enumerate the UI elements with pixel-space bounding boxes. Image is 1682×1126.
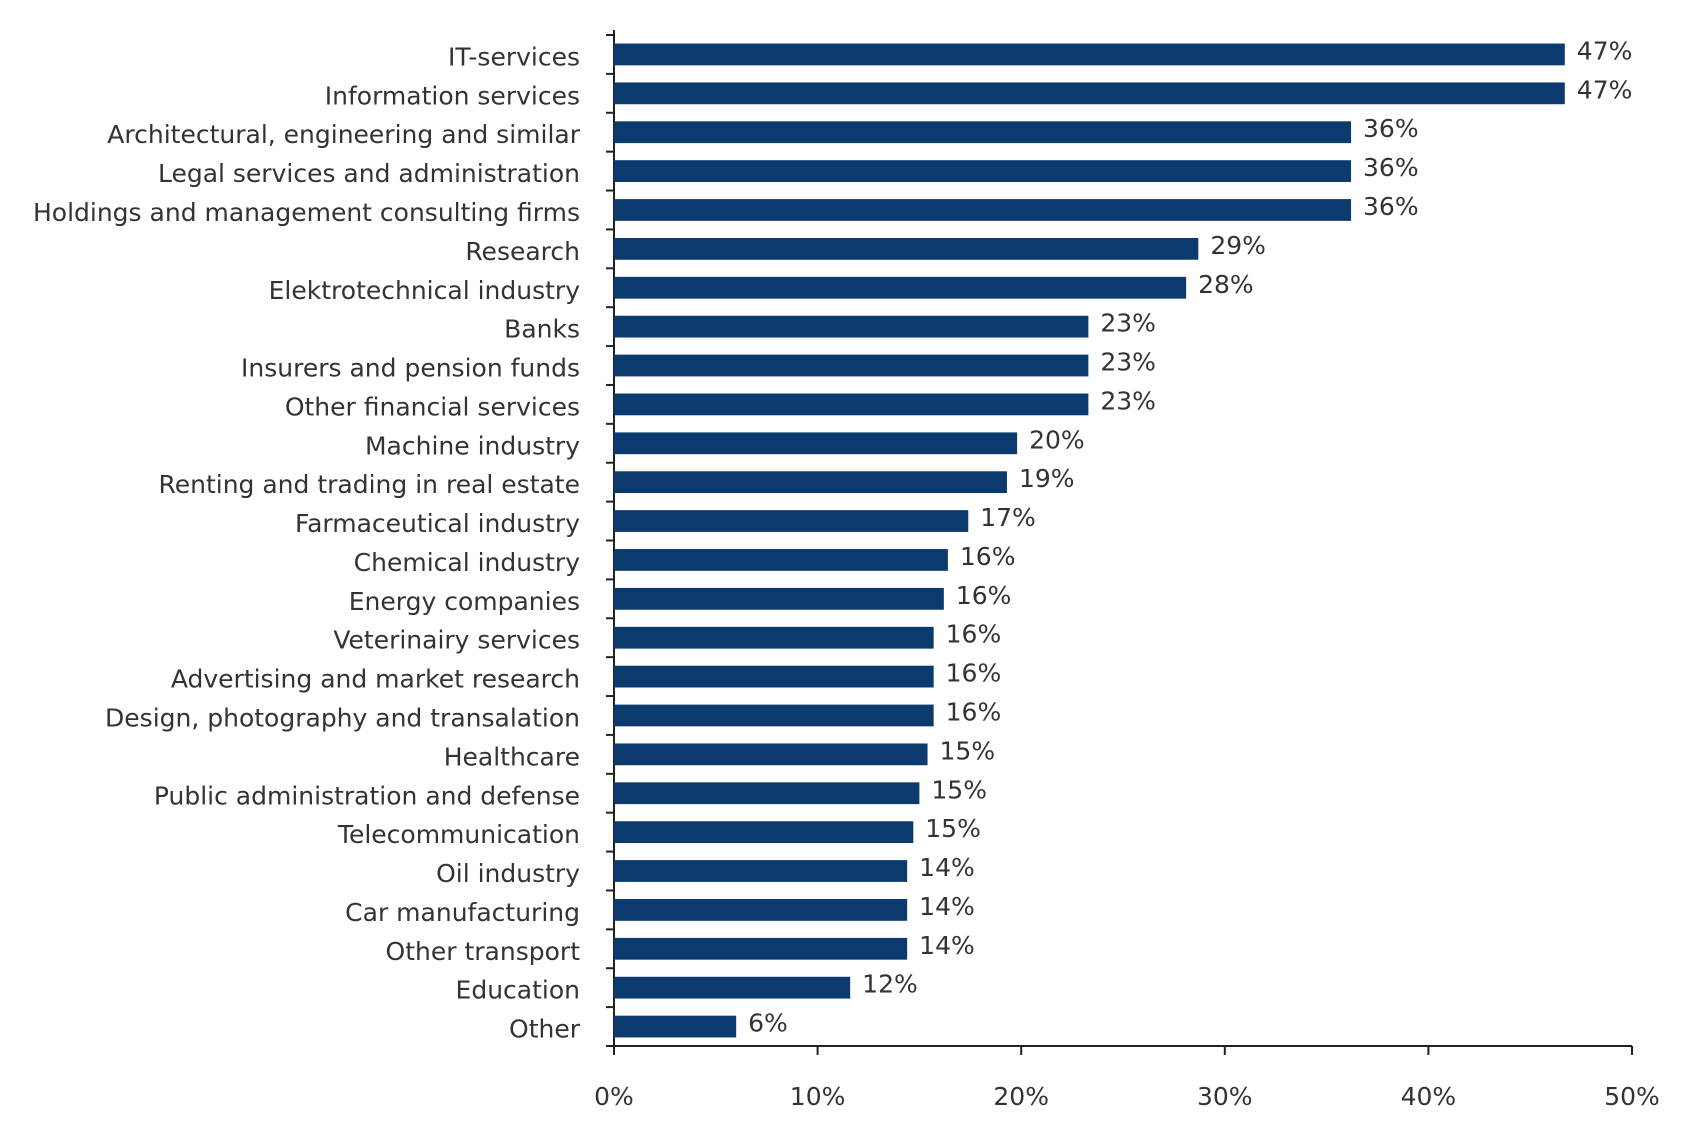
y-tick-label: Research (465, 237, 580, 266)
x-tick-label: 30% (1197, 1082, 1253, 1111)
bar (614, 393, 1089, 416)
bar (614, 432, 1018, 455)
y-tick-label: Other financial services (285, 392, 580, 421)
bar (614, 82, 1565, 105)
value-label: 36% (1363, 192, 1419, 221)
value-label: 15% (940, 736, 996, 765)
value-label: 29% (1210, 231, 1266, 260)
value-label: 17% (980, 503, 1036, 532)
value-label: 12% (862, 970, 918, 999)
value-label: 16% (946, 620, 1002, 649)
bar (614, 821, 914, 844)
bar (614, 899, 908, 921)
bar (614, 549, 948, 571)
bar (614, 976, 851, 999)
y-tick-label: Design, photography and transalation (105, 703, 580, 732)
y-tick-label: Other transport (386, 937, 581, 966)
bar (614, 121, 1352, 144)
y-tick-label: Telecommunication (337, 820, 580, 849)
bar (614, 587, 944, 610)
bar (614, 626, 934, 649)
x-tick-label: 10% (790, 1082, 846, 1111)
bar (614, 782, 920, 805)
bar (614, 937, 908, 960)
bar (614, 276, 1187, 299)
value-label: 23% (1100, 309, 1156, 338)
y-tick-label: Advertising and market research (171, 665, 580, 694)
bar (614, 665, 934, 688)
value-label: 6% (748, 1009, 788, 1038)
value-label: 16% (956, 581, 1012, 610)
y-tick-label: Chemical industry (354, 548, 581, 577)
value-label: 14% (919, 931, 975, 960)
value-label: 15% (931, 775, 987, 804)
y-tick-label: Education (456, 976, 580, 1005)
value-label: 16% (946, 697, 1002, 726)
value-label: 16% (946, 659, 1002, 688)
y-tick-label: Legal services and administration (158, 159, 580, 188)
y-tick-label: IT-services (448, 42, 580, 71)
bar (614, 160, 1352, 182)
value-label: 14% (919, 853, 975, 882)
value-label: 23% (1100, 348, 1156, 377)
y-tick-label: Architectural, engineering and similar (107, 120, 580, 149)
value-label: 47% (1577, 36, 1633, 65)
x-tick-label: 50% (1604, 1082, 1660, 1111)
y-tick-label: Energy companies (349, 587, 580, 616)
bar (614, 315, 1089, 338)
y-tick-label: Banks (504, 315, 580, 344)
y-tick-label: Machine industry (365, 431, 580, 460)
bar (614, 354, 1089, 377)
y-tick-label: Oil industry (436, 859, 580, 888)
value-label: 16% (960, 542, 1016, 571)
value-label: 47% (1577, 75, 1633, 104)
y-tick-label: Renting and trading in real estate (158, 470, 580, 499)
y-tick-label: Healthcare (444, 742, 580, 771)
value-label: 15% (925, 814, 981, 843)
y-tick-label: Information services (325, 81, 580, 110)
value-label: 28% (1198, 270, 1254, 299)
bar (614, 1015, 737, 1038)
bar (614, 237, 1199, 260)
y-tick-label: Car manufacturing (345, 898, 580, 927)
y-tick-label: Elektrotechnical industry (269, 276, 581, 305)
value-label: 23% (1100, 386, 1156, 415)
value-label: 19% (1019, 464, 1075, 493)
y-tick-label: Other (509, 1015, 581, 1044)
bar (614, 471, 1007, 494)
bar (614, 510, 969, 532)
bar (614, 199, 1352, 221)
y-tick-label: Veterinairy services (333, 626, 580, 655)
value-label: 14% (919, 892, 975, 921)
value-label: 20% (1029, 425, 1085, 454)
y-tick-label: Insurers and pension funds (241, 354, 580, 383)
bar (614, 860, 908, 882)
x-tick-label: 20% (993, 1082, 1049, 1111)
bar (614, 743, 928, 766)
y-tick-label: Public administration and defense (154, 781, 580, 810)
x-tick-label: 0% (594, 1082, 634, 1111)
y-tick-label: Farmaceutical industry (295, 509, 580, 538)
bar (614, 43, 1565, 66)
x-tick-label: 40% (1401, 1082, 1457, 1111)
bar (614, 704, 934, 727)
value-label: 36% (1363, 114, 1419, 143)
y-tick-label: Holdings and management consulting firms (33, 198, 580, 227)
value-label: 36% (1363, 153, 1419, 182)
